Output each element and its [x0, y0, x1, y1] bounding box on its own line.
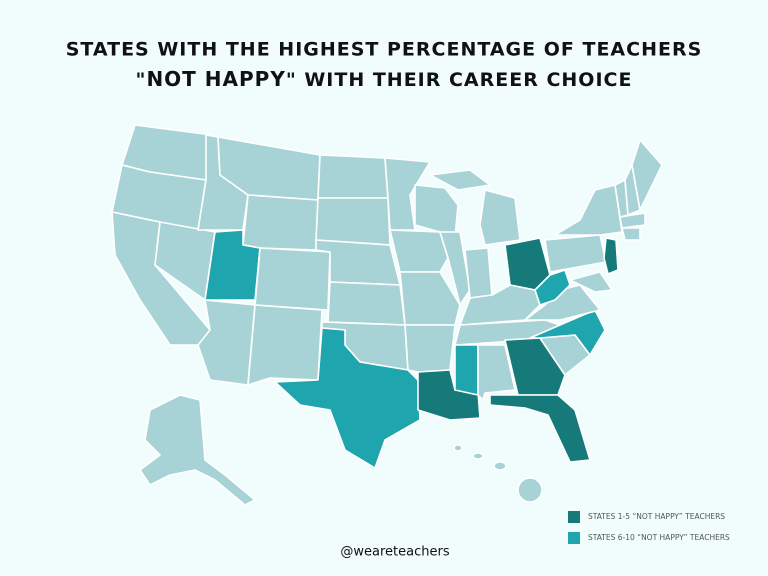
state [327, 281, 406, 326]
state [464, 247, 493, 299]
state [621, 227, 641, 241]
legend-swatch [568, 532, 580, 544]
legend: STATES 1-5 “NOT HAPPY” TEACHERS STATES 6-… [568, 511, 730, 544]
title-line-2: "NOT HAPPY" WITH THEIR CAREER CHOICE [136, 67, 633, 91]
state [631, 139, 663, 211]
state [529, 309, 606, 356]
state [317, 154, 389, 199]
legend-swatch [568, 511, 580, 523]
state [254, 247, 331, 311]
state [603, 237, 619, 275]
state [247, 304, 323, 386]
state [479, 189, 521, 246]
state [429, 169, 491, 191]
state [477, 344, 516, 401]
state [569, 271, 613, 293]
state [619, 212, 646, 229]
title-rest: " WITH THEIR CAREER CHOICE [286, 69, 633, 91]
state [493, 461, 507, 471]
state [489, 394, 591, 463]
state [454, 344, 479, 396]
title-line-1: STATES WITH THE HIGHEST PERCENTAGE OF TE… [66, 39, 703, 61]
state [517, 477, 543, 503]
title-quote: " [136, 69, 147, 91]
title-emphasis: NOT HAPPY [146, 67, 285, 91]
state [417, 369, 481, 421]
state [399, 271, 461, 326]
state [242, 194, 319, 251]
state [404, 324, 456, 373]
state [384, 157, 431, 231]
state [472, 452, 484, 460]
handle: @weareteachers [340, 545, 449, 560]
state [453, 444, 463, 452]
state [439, 231, 471, 306]
state [315, 197, 391, 246]
legend-label: STATES 6-10 “NOT HAPPY” TEACHERS [588, 533, 730, 542]
state [534, 269, 571, 306]
legend-label: STATES 1-5 “NOT HAPPY” TEACHERS [588, 512, 725, 521]
us-map [111, 124, 663, 506]
state [389, 229, 449, 273]
state [197, 299, 256, 386]
state [139, 394, 256, 506]
state [274, 327, 421, 469]
